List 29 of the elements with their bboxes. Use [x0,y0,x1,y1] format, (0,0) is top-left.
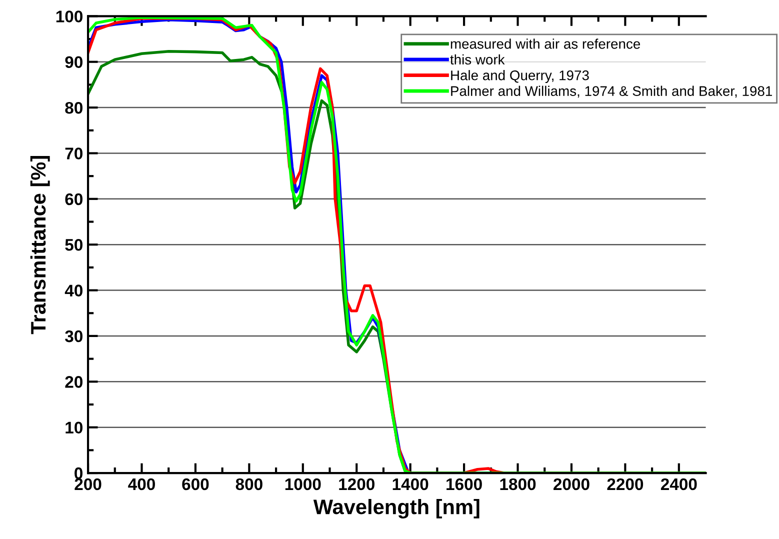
legend-label: this work [450,54,505,65]
x-tick-label: 1400 [392,478,428,490]
legend-label: measured with air as reference [450,38,640,49]
y-tick-label: 80 [65,102,82,114]
x-tick-label: 1000 [285,478,321,490]
x-tick-label: 1800 [500,478,536,490]
y-tick-label: 10 [66,422,82,434]
y-tick-label: 100 [56,10,82,22]
x-tick-label: 2000 [554,478,590,490]
legend-label: Palmer and Williams, 1974 & Smith and Baker, 1981 [451,86,772,98]
x-tick-label: 2400 [660,478,697,490]
x-tick-label: 800 [236,478,262,490]
x-tick-label: 2200 [607,478,644,490]
y-tick-label: 40 [64,284,82,296]
x-tick-label: 600 [182,478,209,490]
y-tick-label: 70 [65,148,82,160]
y-tick-label: 0 [74,467,82,480]
y-tick-label: 30 [65,330,82,342]
x-tick-label: 1200 [339,478,374,490]
x-tick-label: 1600 [446,478,482,490]
y-tick-label: 20 [65,376,82,388]
legend-label: Hale and Querry, 1973 [451,70,589,84]
y-tick-label: 50 [65,239,82,251]
x-axis-title: Wavelength [nm] [313,498,480,518]
x-tick-label: 200 [74,478,102,490]
y-axis-title: Transmittance [%] [30,156,50,334]
y-tick-label: 60 [65,193,82,206]
x-tick-label: 400 [128,478,155,490]
y-tick-label: 90 [65,56,82,68]
